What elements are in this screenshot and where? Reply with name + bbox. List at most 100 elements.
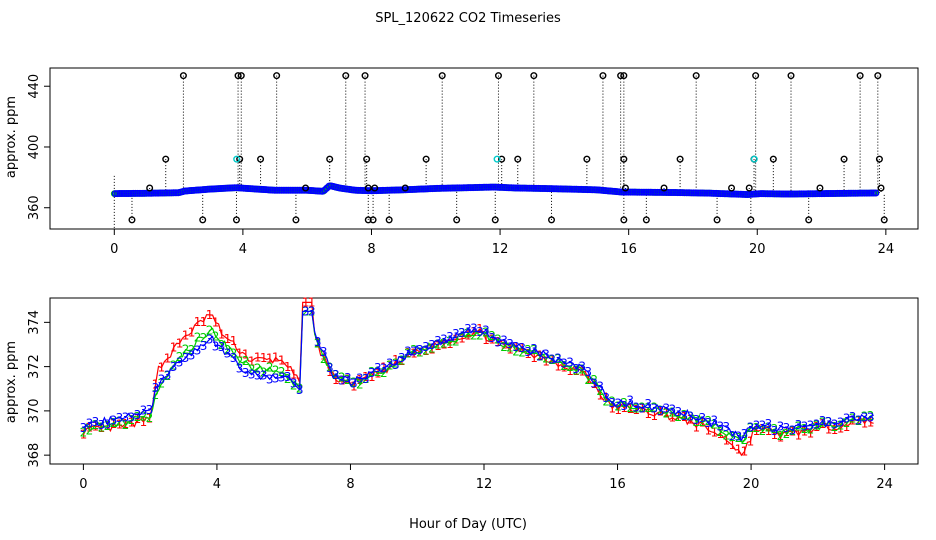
top-series-3-point [737,190,745,198]
bottom-series-3-marker: 3 [482,323,490,337]
bottom-series-1-marker: 1 [686,413,694,427]
spike-point [728,184,736,192]
bottom-series-2-marker: 2 [152,388,160,402]
top-series-3-point [440,184,448,192]
top-series-3-point [802,190,810,198]
bottom-series-2-marker: 2 [380,366,388,380]
bottom-series-1-marker: 1 [350,380,358,394]
bottom-series-1-marker: 1 [164,351,172,365]
bottom-series-3-marker: 3 [230,351,238,365]
bottom-series-2-marker: 2 [344,373,352,387]
spike-point [401,184,409,192]
spike-point [620,72,628,80]
bottom-series-3-marker: 3 [632,401,640,415]
bottom-series-2-marker: 2 [813,419,821,433]
bottom-series-3-marker: 3 [849,410,857,424]
top-series-3-point [622,188,630,196]
top-series-3-point [719,190,727,198]
bottom-series-2-marker: 2 [416,345,424,359]
bottom-series-1-marker: 1 [608,401,616,415]
bottom-series-1-marker: 1 [374,366,382,380]
top-series-3-point [152,189,160,197]
top-series-3-point [863,189,871,197]
top-series-3-point [530,184,538,192]
top-series-3-point [424,185,432,193]
bottom-series-2-marker: 2 [494,333,502,347]
bottom-series-3-marker: 3 [104,417,112,431]
spike-point [599,72,607,80]
top-series-3-point [865,189,873,197]
bottom-series-1-marker: 1 [626,402,634,416]
top-series-3-point [172,189,180,197]
top-series-3-point [165,189,173,197]
bottom-series-3-marker: 3 [326,361,334,375]
top-series-3-point [557,185,565,193]
bottom-series-2-marker: 2 [374,365,382,379]
top-series-3-point [771,190,779,198]
top-y-tick-label: 400 [27,135,42,160]
bottom-series-3-marker: 3 [488,331,496,345]
spike-point [273,72,281,80]
bottom-series-3-marker: 3 [855,414,863,428]
bottom-series-2-marker: 2 [717,425,725,439]
bottom-series-3-marker: 3 [200,339,208,353]
bottom-series-2-marker: 2 [632,401,640,415]
bottom-series-3-marker: 3 [717,419,725,433]
bottom-series-1-marker: 1 [530,351,538,365]
bottom-series-1-marker: 1 [741,445,749,459]
bottom-series-3-marker: 3 [813,417,821,431]
bottom-series-2-marker: 2 [590,373,598,387]
top-series-3-point [399,186,407,194]
top-series-3-point [460,184,468,192]
bottom-series-3-marker: 3 [801,420,809,434]
bottom-series-1-marker: 1 [368,370,376,384]
bottom-series-3-marker: 3 [741,427,749,441]
spike-point [713,216,721,224]
spike-point [642,216,650,224]
bottom-series-2-marker: 2 [693,415,701,429]
top-series-3-point [456,184,464,192]
bottom-x-tick-label: 0 [79,477,87,492]
bottom-series-3-marker: 3 [819,414,827,428]
top-series-3-point [735,190,743,198]
bottom-series-2-marker: 2 [158,377,166,391]
bottom-series-2-marker: 2 [146,411,154,425]
top-series-3-point [449,184,457,192]
bottom-series-3-marker: 3 [260,368,268,382]
top-series-3-point [867,189,875,197]
top-series-3-point [726,190,734,198]
top-series-3-point [847,189,855,197]
top-series-3-point [132,189,140,197]
top-series-3-point [426,185,434,193]
top-x-tick-label: 12 [492,242,509,257]
spike-point [302,184,310,192]
bottom-series-3-marker: 3 [789,423,797,437]
bottom-series-3-marker: 3 [548,352,556,366]
top-series-3-point [161,189,169,197]
bottom-y-axis-label: approx. ppm [4,341,19,423]
bottom-series-1-marker: 1 [765,424,773,438]
top-series-3-point [163,189,171,197]
top-series-3-point [273,186,281,194]
top-series-3-point [231,184,239,192]
top-series-3-point [285,186,293,194]
bottom-series-3-marker: 3 [554,351,562,365]
bottom-series-2-marker: 2 [176,350,184,364]
spike-point [514,155,522,163]
bottom-series-1-marker: 1 [272,350,280,364]
top-series-3-point [804,190,812,198]
bottom-series-2-marker: 2 [188,343,196,357]
bottom-series-1-marker: 1 [807,426,815,440]
spike-point [769,155,777,163]
top-series-3-point [577,185,585,193]
top-series-3-point [159,189,167,197]
bottom-series-2-marker: 2 [572,363,580,377]
top-series-3-point [271,186,279,194]
bottom-series-3-marker: 3 [146,403,154,417]
bottom-series-3-marker: 3 [248,368,256,382]
bottom-series-2-marker: 2 [212,329,220,343]
spike-point [620,216,628,224]
bottom-x-tick-label: 20 [743,477,760,492]
bottom-series-2-marker: 2 [759,424,767,438]
